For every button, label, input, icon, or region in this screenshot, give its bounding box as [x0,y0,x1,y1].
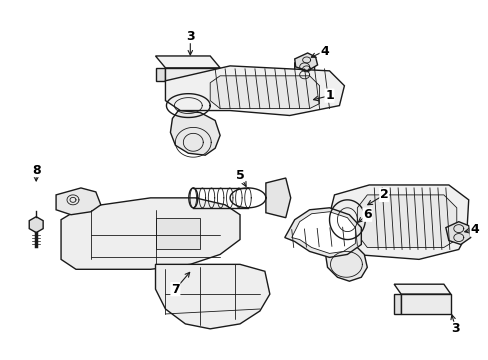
Polygon shape [445,222,470,244]
Polygon shape [291,212,355,253]
Polygon shape [61,198,240,269]
Polygon shape [265,178,290,218]
Polygon shape [165,66,344,116]
Polygon shape [56,188,101,215]
Polygon shape [393,284,450,294]
Polygon shape [393,294,400,314]
Text: 5: 5 [235,168,244,181]
Polygon shape [294,53,317,71]
Text: 6: 6 [362,208,371,221]
Polygon shape [325,238,366,281]
Polygon shape [284,208,361,257]
Polygon shape [29,217,43,233]
Polygon shape [329,185,468,260]
Text: 3: 3 [450,322,459,336]
Polygon shape [155,264,269,329]
Polygon shape [155,68,165,81]
Text: 4: 4 [469,223,478,236]
Polygon shape [155,56,220,68]
Polygon shape [400,294,450,314]
Polygon shape [357,195,456,247]
Polygon shape [294,59,314,79]
Text: 4: 4 [320,45,328,58]
Polygon shape [165,68,220,81]
Polygon shape [210,76,319,109]
Text: 8: 8 [32,163,41,176]
Text: 7: 7 [171,283,180,296]
Text: 3: 3 [185,30,194,42]
Text: 1: 1 [325,89,333,102]
Polygon shape [170,111,220,155]
Text: 2: 2 [379,188,388,201]
Polygon shape [155,218,200,249]
